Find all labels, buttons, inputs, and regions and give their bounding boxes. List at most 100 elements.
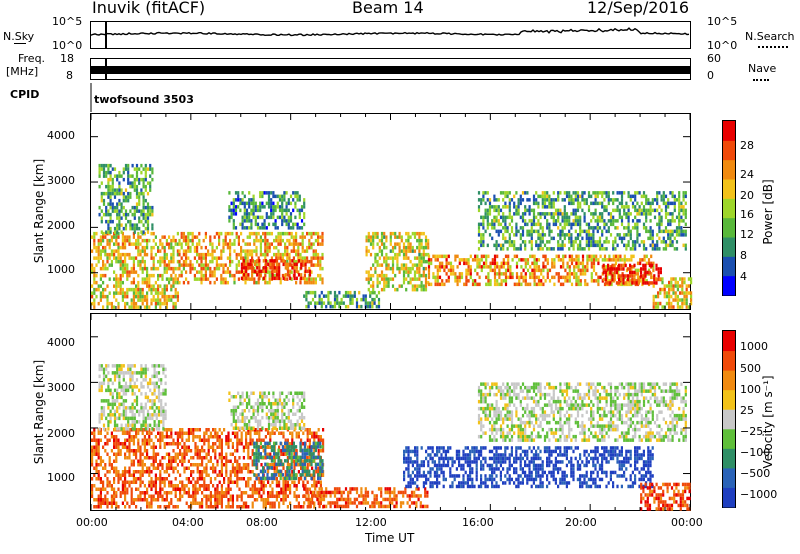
echo-cell <box>137 291 140 295</box>
echo-cell <box>99 256 102 260</box>
echo-cell <box>682 243 685 248</box>
echo-cell <box>255 245 258 250</box>
echo-cell <box>306 256 309 260</box>
echo-cell <box>469 275 472 280</box>
echo-cell <box>548 212 551 216</box>
echo-cell <box>198 263 201 267</box>
echo-cell <box>535 261 538 266</box>
echo-cell <box>603 191 606 195</box>
echo-cell <box>521 215 525 220</box>
echo-cell <box>664 201 668 206</box>
echo-cell <box>91 294 94 299</box>
echo-cell <box>568 191 571 195</box>
echo-cell <box>204 270 207 274</box>
echo-cell <box>413 287 417 292</box>
echo-cell <box>400 238 403 243</box>
echo-cell <box>497 208 500 213</box>
echo-cell <box>276 201 279 206</box>
echo-cell <box>491 258 494 262</box>
echo-cell <box>383 256 386 260</box>
echo-cell <box>257 231 260 236</box>
echo-cell <box>283 208 286 213</box>
nsky-label: N.Sky <box>3 30 35 43</box>
echo-cell <box>684 208 687 213</box>
echo-cell <box>681 284 684 288</box>
echo-cell <box>117 291 120 295</box>
echo-cell <box>204 277 207 281</box>
echo-cell <box>658 236 661 241</box>
echo-cell <box>231 505 234 509</box>
echo-cell <box>93 452 96 456</box>
echo-cell <box>579 201 582 206</box>
echo-cell <box>159 487 162 491</box>
echo-cell <box>193 235 196 239</box>
echo-cell <box>653 247 657 251</box>
echo-cell <box>176 463 179 467</box>
echo-cell <box>117 505 120 509</box>
echo-cell <box>146 209 150 213</box>
echo-cell <box>139 491 142 495</box>
echo-cell <box>273 431 276 435</box>
echo-cell <box>109 184 112 189</box>
echo-cell <box>407 270 410 274</box>
echo-cell <box>205 498 208 502</box>
echo-cell <box>262 480 265 484</box>
echo-cell <box>198 470 201 474</box>
echo-cell <box>146 245 149 250</box>
echo-cell <box>682 198 685 202</box>
echo-cell <box>255 252 258 257</box>
echo-cell <box>568 219 571 223</box>
echo-cell <box>207 505 210 509</box>
echo-cell <box>220 494 223 498</box>
echo-cell <box>215 245 218 250</box>
echo-cell <box>651 236 654 241</box>
echo-cell <box>624 281 627 285</box>
echo-cell <box>214 505 217 509</box>
echo-cell <box>528 205 531 209</box>
echo-cell <box>485 261 488 266</box>
echo-cell <box>110 259 113 264</box>
echo-cell <box>667 233 670 237</box>
echo-cell <box>93 505 96 509</box>
echo-cell <box>258 438 261 442</box>
echo-cell <box>132 480 135 484</box>
echo-cell <box>176 298 179 302</box>
echo-cell <box>282 435 285 439</box>
echo-cell <box>552 201 555 206</box>
echo-cell <box>124 209 128 213</box>
echo-cell <box>91 291 94 295</box>
echo-cell <box>247 452 250 456</box>
echo-cell <box>264 498 267 502</box>
echo-cell <box>355 304 359 309</box>
echo-cell <box>347 294 350 298</box>
echo-cell <box>233 277 236 281</box>
echo-cell <box>411 284 414 288</box>
echo-cell <box>530 236 533 241</box>
echo-cell <box>135 191 139 196</box>
echo-cell <box>605 247 608 251</box>
echo-cell <box>99 284 102 288</box>
echo-cell <box>176 456 179 460</box>
xtick-6: 00:00 <box>671 516 703 529</box>
echo-cell <box>391 259 395 264</box>
echo-cell <box>295 276 298 281</box>
echo-cell <box>544 254 547 259</box>
echo-cell <box>581 272 585 276</box>
echo-cell <box>577 275 580 280</box>
echo-cell <box>259 238 262 243</box>
echo-cell <box>642 274 645 278</box>
echo-cell <box>407 273 410 278</box>
echo-cell <box>662 240 665 244</box>
echo-cell <box>282 259 285 263</box>
echo-cell <box>477 205 481 209</box>
echo-cell <box>518 279 521 283</box>
echo-cell <box>159 505 162 509</box>
echo-cell <box>194 480 197 484</box>
echo-cell <box>133 167 136 171</box>
echo-cell <box>559 243 562 248</box>
echo-cell <box>322 294 326 298</box>
echo-cell <box>320 304 323 309</box>
echo-cell <box>262 484 265 488</box>
echo-cell <box>183 449 186 453</box>
echo-cell <box>625 243 628 248</box>
